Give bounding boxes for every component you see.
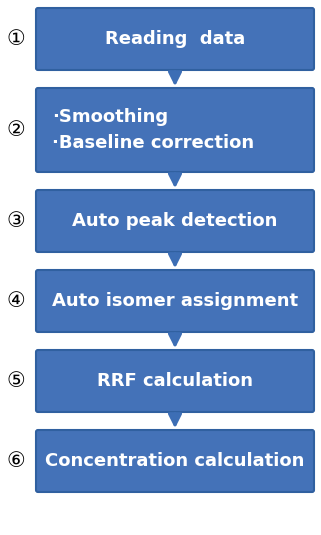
FancyBboxPatch shape bbox=[36, 8, 314, 70]
Text: Concentration calculation: Concentration calculation bbox=[45, 452, 305, 470]
Text: ⑤: ⑤ bbox=[7, 371, 25, 391]
Text: Reading  data: Reading data bbox=[105, 30, 245, 48]
FancyBboxPatch shape bbox=[36, 88, 314, 172]
FancyBboxPatch shape bbox=[36, 270, 314, 332]
Text: ②: ② bbox=[7, 120, 25, 140]
Text: Auto peak detection: Auto peak detection bbox=[72, 212, 278, 230]
Text: ④: ④ bbox=[7, 291, 25, 311]
Text: Auto isomer assignment: Auto isomer assignment bbox=[52, 292, 298, 310]
Text: ①: ① bbox=[7, 29, 25, 49]
Text: ③: ③ bbox=[7, 211, 25, 231]
FancyBboxPatch shape bbox=[36, 350, 314, 412]
FancyBboxPatch shape bbox=[36, 430, 314, 492]
Text: ·Smoothing
·Baseline correction: ·Smoothing ·Baseline correction bbox=[52, 108, 254, 152]
FancyBboxPatch shape bbox=[36, 190, 314, 252]
Text: RRF calculation: RRF calculation bbox=[97, 372, 253, 390]
Text: ⑥: ⑥ bbox=[7, 451, 25, 471]
